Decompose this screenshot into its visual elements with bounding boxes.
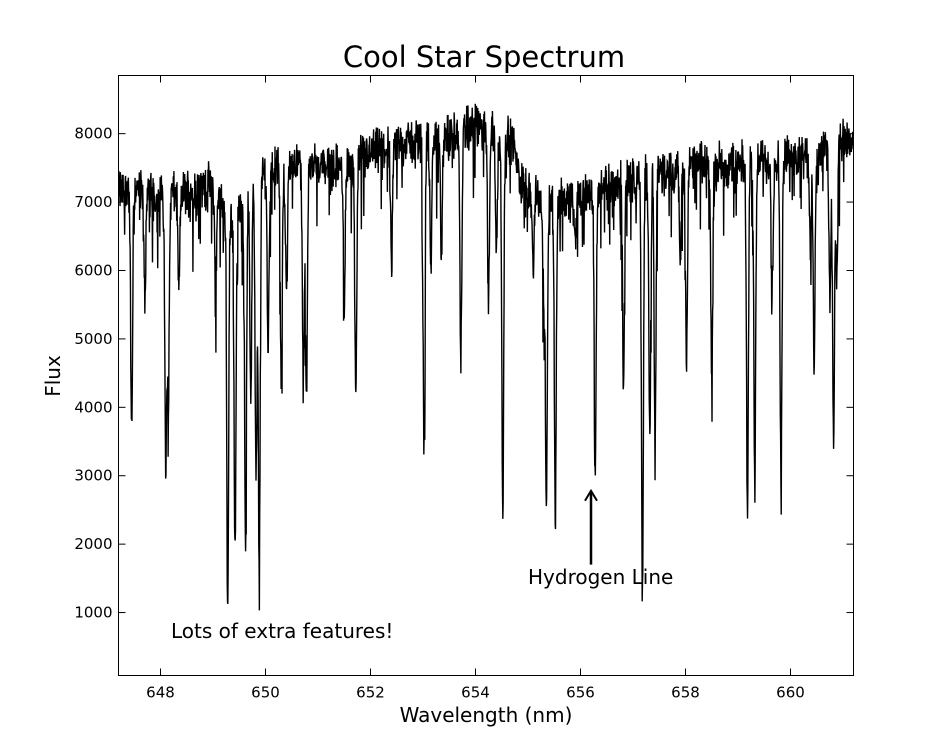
y-axis-label: Flux [41,355,65,397]
y-tick-label: 7000 [74,193,112,211]
x-tick-label: 652 [356,684,385,702]
chart-title: Cool Star Spectrum [343,40,625,74]
plot-frame [118,75,854,676]
annotation-arrow-head [584,488,598,502]
plot-area [118,103,854,611]
y-tick-label: 5000 [74,330,112,348]
x-tick-label: 658 [671,684,700,702]
x-tick-label: 650 [251,684,280,702]
y-tick-label: 2000 [74,535,112,553]
y-tick-label: 3000 [74,467,112,485]
annotation-text-1: Lots of extra features! [171,619,393,643]
x-tick-label: 656 [566,684,595,702]
annotations: Lots of extra features! Hydrogen Line [171,488,673,643]
y-tick-label: 8000 [74,125,112,143]
y-tick-label: 6000 [74,261,112,279]
axis-ticks: 648 650 652 654 656 658 660 1000 2000 3000 4000 500… [74,75,854,702]
y-tick-label: 4000 [74,398,112,416]
x-tick-label: 648 [146,684,175,702]
spectrum-line [118,103,854,611]
x-axis-label: Wavelength (nm) [400,703,573,727]
x-tick-label: 660 [776,684,805,702]
y-tick-label: 1000 [74,604,112,622]
x-tick-label: 654 [461,684,490,702]
annotation-text-2: Hydrogen Line [528,565,673,589]
